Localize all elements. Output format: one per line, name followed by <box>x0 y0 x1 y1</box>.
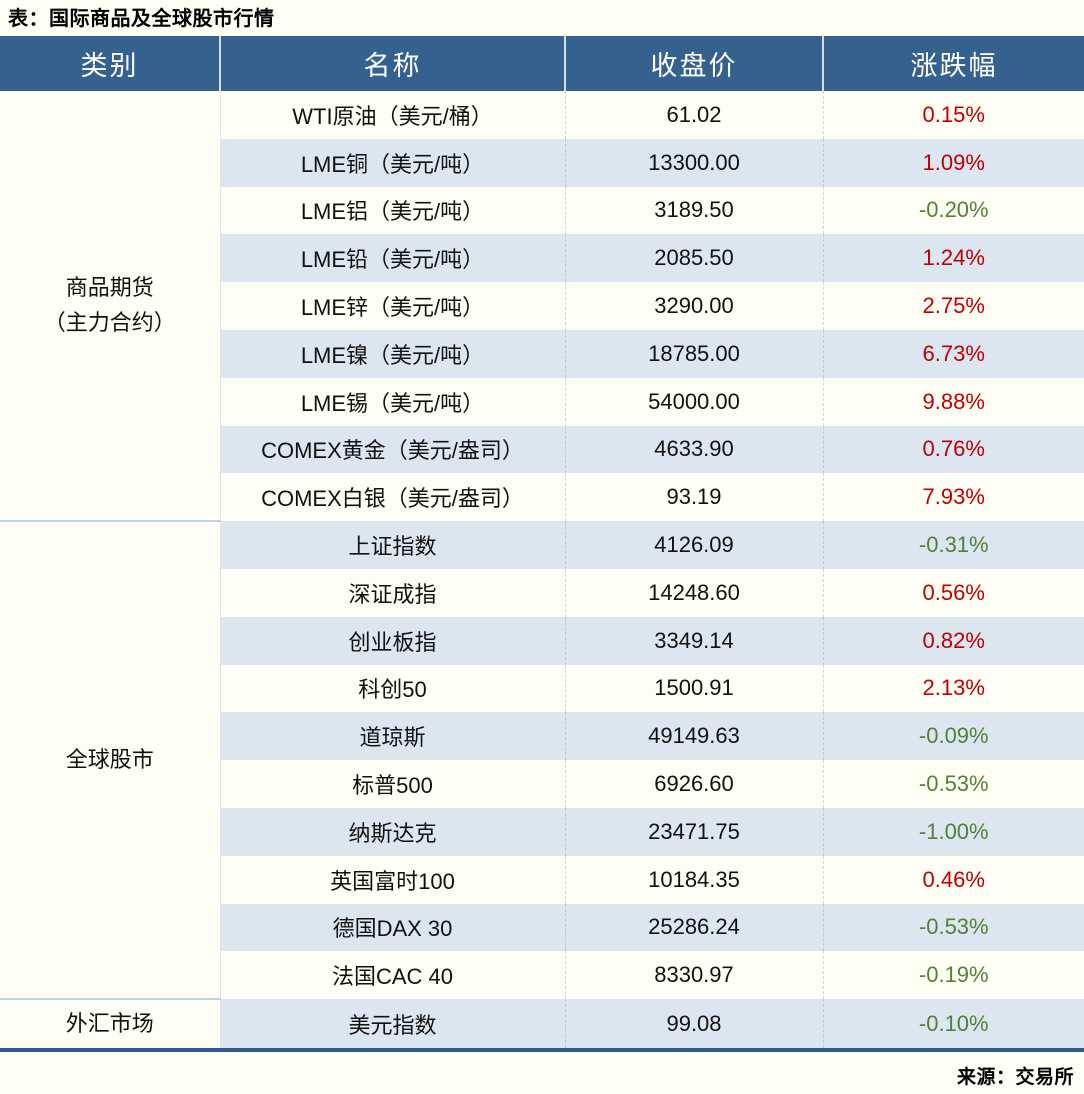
table-row: COMEX黄金（美元/盎司） 4633.90 0.76% <box>0 425 1084 474</box>
category-cell: 全球股市 <box>0 520 221 1000</box>
close-cell: 4126.09 <box>564 521 823 569</box>
change-cell: 1.09% <box>822 138 1084 187</box>
name-cell: 美元指数 <box>220 999 565 1050</box>
close-cell: 4633.90 <box>564 425 823 474</box>
close-cell: 8330.97 <box>564 951 823 1000</box>
name-cell: 法国CAC 40 <box>331 964 454 990</box>
change-cell: 0.56% <box>822 568 1084 617</box>
change-cell: -0.31% <box>822 521 1084 569</box>
name-cell: COMEX黄金（美元/盎司） <box>220 425 565 474</box>
close-cell: 13300.00 <box>564 138 823 187</box>
name-cell: 创业板指 <box>220 616 565 665</box>
header-cell-close: 收盘价 <box>564 36 823 91</box>
change-cell: 0.76% <box>822 425 1084 474</box>
name-cell: 上证指数 <box>220 521 565 569</box>
table-row: 德国DAX 30 25286.24 -0.53% <box>0 903 1084 952</box>
close-cell: 49149.63 <box>564 712 823 761</box>
name-cell: LME镍（美元/吨） <box>220 329 565 378</box>
table-row: LME锌（美元/吨） 3290.00 2.75% <box>0 282 1084 330</box>
change-cell: -0.10% <box>822 999 1084 1050</box>
close-cell: 99.08 <box>564 999 823 1050</box>
name-cell: LME铝（美元/吨） <box>300 199 485 225</box>
change-cell: -0.53% <box>822 760 1084 808</box>
change-cell: -0.20% <box>822 186 1084 235</box>
table-row: 商品期货 （主力合约） WTI原油（美元/桶） 61.02 0.15% <box>0 91 1084 522</box>
header-cell-category: 类别 <box>0 36 220 91</box>
category-cell: 商品期货 （主力合约） <box>0 91 221 522</box>
table-row: LME铜（美元/吨） 13300.00 1.09% <box>0 138 1084 187</box>
change-cell: 2.75% <box>822 282 1084 330</box>
close-cell: 3290.00 <box>564 282 823 330</box>
table-row: 道琼斯 49149.63 -0.09% <box>0 712 1084 761</box>
close-cell: 25286.24 <box>564 903 823 952</box>
table-row: COMEX白银（美元/盎司） 93.19 7.93% <box>0 473 1084 522</box>
table-row: 科创50 1500.91 2.13% <box>0 664 1084 713</box>
close-cell: 6926.60 <box>564 760 823 808</box>
name-cell: 道琼斯 <box>220 712 565 761</box>
close-cell: 93.19 <box>564 473 823 522</box>
table-row: LME锡（美元/吨） 54000.00 9.88% <box>0 377 1084 426</box>
table-row: 英国富时100 10184.35 0.46% <box>0 855 1084 904</box>
name-cell: 科创50 <box>358 677 427 703</box>
page-title: 表：国际商品及全球股市行情 <box>8 8 275 30</box>
change-cell: 9.88% <box>822 377 1084 426</box>
change-cell: -0.09% <box>822 712 1084 761</box>
header-cell-change: 涨跌幅 <box>822 36 1084 91</box>
table-row: 外汇市场 美元指数 99.08 -0.10% <box>0 998 1084 1050</box>
table-row: 创业板指 3349.14 0.82% <box>0 616 1084 665</box>
close-cell: 10184.35 <box>564 855 823 904</box>
change-cell: -0.53% <box>822 903 1084 952</box>
close-cell: 54000.00 <box>564 377 823 426</box>
table-row: LME镍（美元/吨） 18785.00 6.73% <box>0 329 1084 378</box>
change-cell: 6.73% <box>822 329 1084 378</box>
name-cell: LME锡（美元/吨） <box>300 390 485 416</box>
market-table: 类别 名称 收盘价 涨跌幅 商品期货 （主力合约） WTI原油（美元/桶） 61… <box>0 36 1084 1052</box>
name-cell: 深证成指 <box>348 581 437 607</box>
name-cell: WTI原油（美元/桶） <box>292 103 493 129</box>
name-cell: LME铜（美元/吨） <box>220 138 565 187</box>
name-cell: LME铅（美元/吨） <box>220 234 565 283</box>
close-cell: 1500.91 <box>564 664 823 713</box>
table-row: 标普500 6926.60 -0.53% <box>0 760 1084 808</box>
change-cell: 2.13% <box>822 664 1084 713</box>
close-cell: 14248.60 <box>564 568 823 617</box>
close-cell: 18785.00 <box>564 329 823 378</box>
name-cell: 标普500 <box>352 773 433 799</box>
category-cell: 外汇市场 <box>0 998 221 1050</box>
close-cell: 2085.50 <box>564 234 823 283</box>
change-cell: 7.93% <box>822 473 1084 522</box>
header-cell-name: 名称 <box>219 36 565 91</box>
table-row: 纳斯达克 23471.75 -1.00% <box>0 807 1084 856</box>
name-cell: LME锌（美元/吨） <box>300 295 485 321</box>
table-row: LME铅（美元/吨） 2085.50 1.24% <box>0 234 1084 283</box>
name-cell: 德国DAX 30 <box>220 903 565 952</box>
source-caption: 来源：交易所 <box>956 1066 1074 1088</box>
name-cell: 纳斯达克 <box>220 807 565 856</box>
change-cell: 0.46% <box>822 855 1084 904</box>
close-cell: 23471.75 <box>564 807 823 856</box>
table-row: 法国CAC 40 8330.97 -0.19% <box>0 951 1084 1000</box>
table-row: 深证成指 14248.60 0.56% <box>0 568 1084 617</box>
change-cell: -0.19% <box>822 951 1084 1000</box>
table-header: 类别 名称 收盘价 涨跌幅 <box>0 36 1084 91</box>
change-cell: -1.00% <box>822 807 1084 856</box>
change-cell: 0.82% <box>822 616 1084 665</box>
close-cell: 3349.14 <box>564 616 823 665</box>
name-cell: COMEX白银（美元/盎司） <box>261 486 524 512</box>
close-cell: 3189.50 <box>564 186 823 235</box>
change-cell: 0.15% <box>822 91 1084 139</box>
table-row: LME铝（美元/吨） 3189.50 -0.20% <box>0 186 1084 235</box>
table-row: 全球股市 上证指数 4126.09 -0.31% <box>0 520 1084 1000</box>
close-cell: 61.02 <box>564 91 823 139</box>
change-cell: 1.24% <box>822 234 1084 283</box>
name-cell: 英国富时100 <box>330 868 455 894</box>
